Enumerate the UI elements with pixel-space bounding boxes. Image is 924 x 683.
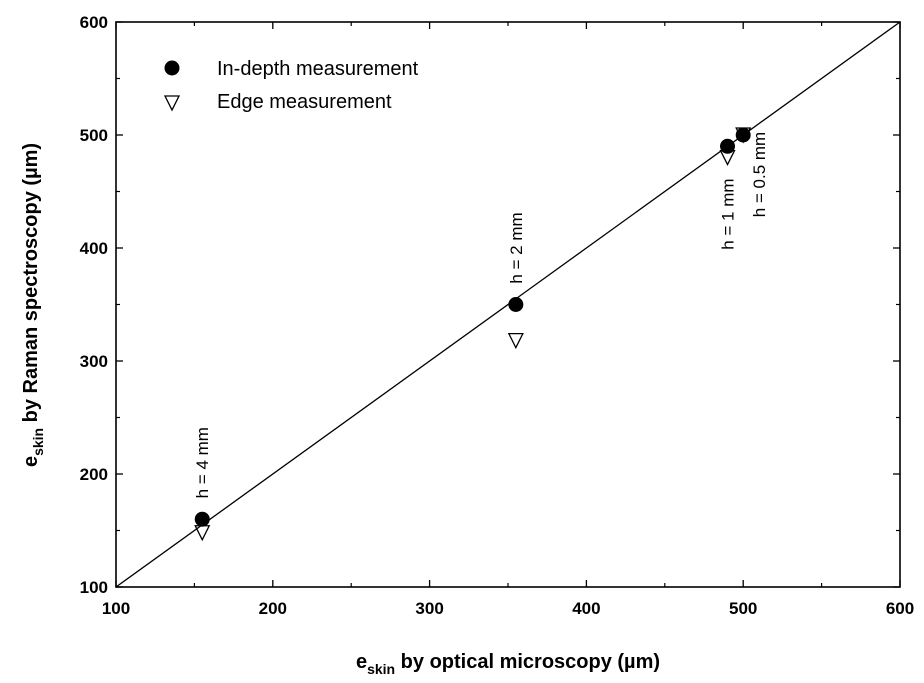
legend-label-edge: Edge measurement	[217, 91, 392, 113]
identity-line	[115, 21, 901, 588]
x-tick-label: 200	[259, 599, 287, 618]
edge-point	[194, 525, 211, 542]
x-tick-label: 400	[572, 599, 600, 618]
edge-point	[719, 149, 736, 167]
data-points	[194, 127, 752, 542]
annotation-label: h = 2 mm	[507, 212, 526, 283]
annotation-label: h = 0.5 mm	[750, 132, 769, 218]
annotations: h = 4 mm h = 2 mm h = 1 mm h = 0.5 mm	[193, 132, 769, 499]
in-depth-point	[735, 127, 751, 143]
legend-marker-edge	[163, 95, 181, 112]
in-depth-point	[194, 511, 210, 527]
x-tick-label: 500	[729, 599, 757, 618]
legend: In-depth measurement Edge measurement	[163, 58, 419, 113]
legend-marker-in-depth	[164, 60, 180, 76]
x-axis-ticks: 100 200 300 400 500 600	[102, 22, 914, 618]
x-tick-label: 600	[886, 599, 914, 618]
y-tick-label: 300	[80, 352, 108, 371]
in-depth-point	[508, 297, 524, 312]
y-tick-label: 500	[80, 126, 108, 145]
annotation-label: h = 4 mm	[193, 427, 212, 498]
edge-point	[735, 127, 752, 144]
x-tick-label: 100	[102, 599, 130, 618]
y-tick-label: 200	[80, 465, 108, 484]
annotation-label: h = 1 mm	[719, 178, 738, 249]
legend-label-in-depth: In-depth measurement	[217, 58, 419, 80]
x-axis-title: eskin by optical microscopy (µm)	[356, 651, 660, 677]
edge-point	[507, 333, 524, 350]
x-tick-label: 300	[415, 599, 443, 618]
y-tick-label: 400	[80, 239, 108, 258]
y-tick-label: 100	[80, 578, 108, 597]
y-tick-label: 600	[80, 13, 108, 32]
y-axis-title: eskin by Raman spectroscopy (µm)	[20, 143, 46, 467]
y-axis-ticks: 100 200 300 400 500 600	[80, 13, 900, 597]
